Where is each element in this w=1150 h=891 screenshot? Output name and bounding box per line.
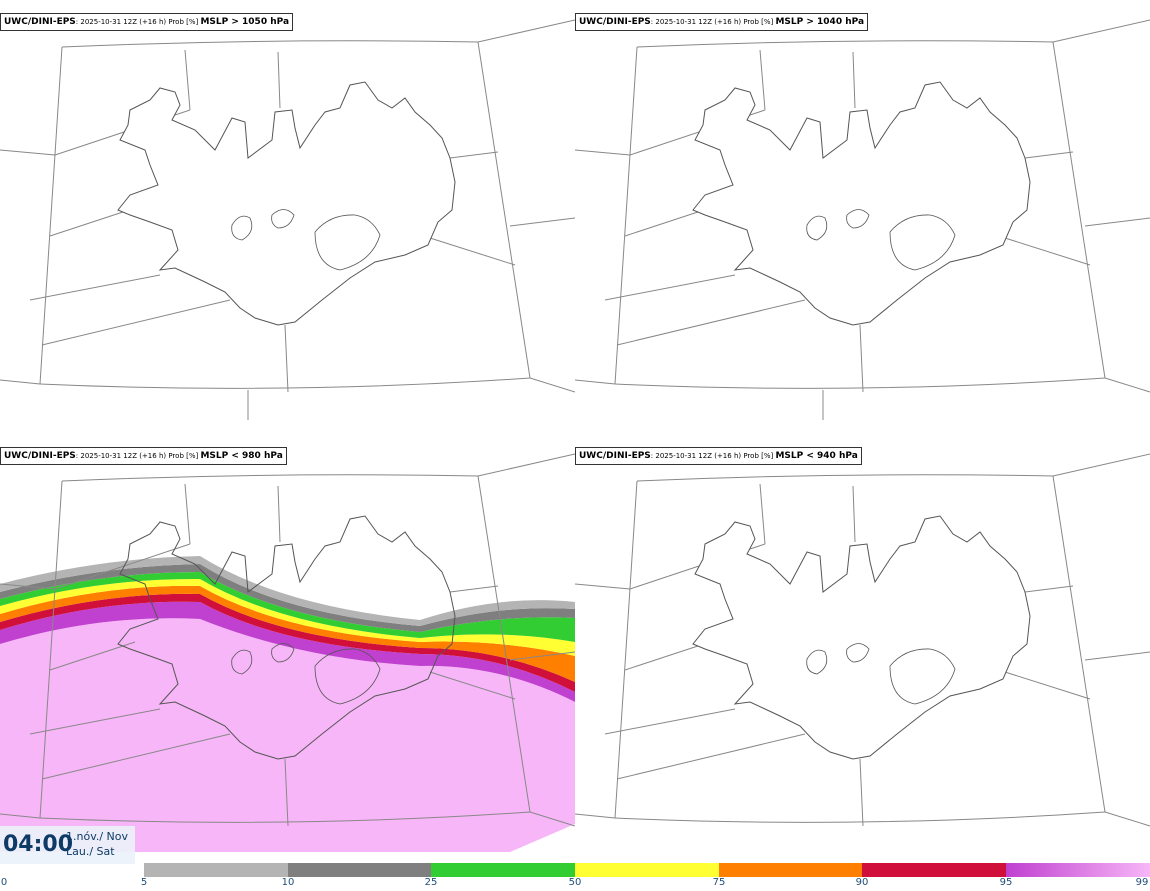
valid-date: 1.nóv./ Nov: [66, 830, 129, 843]
threshold-label: MSLP < 980 hPa: [200, 451, 283, 461]
panel-title: UWC/DINI-EPS: 2025-10-31 12Z (+16 h) Pro…: [575, 447, 862, 465]
prob-band-25: [0, 572, 575, 642]
model-name: UWC/DINI-EPS: [579, 17, 651, 27]
legend-band-90-95: [862, 863, 1006, 877]
valid-time-box: 04:00 1.nóv./ Nov Lau./ Sat: [0, 826, 135, 864]
iceland-map: [575, 19, 1150, 420]
model-name: UWC/DINI-EPS: [4, 451, 76, 461]
threshold-label: MSLP > 1050 hPa: [200, 17, 290, 27]
legend-band-75-90: [719, 863, 862, 877]
legend-band-10-25: [288, 863, 431, 877]
iceland-map-probability: [0, 453, 575, 852]
threshold-label: MSLP < 940 hPa: [775, 451, 858, 461]
threshold-label: MSLP > 1040 hPa: [775, 17, 865, 27]
run-info: : 2025-10-31 12Z (+16 h) Prob [%]: [650, 18, 776, 26]
map-panel-1050: UWC/DINI-EPS: 2025-10-31 12Z (+16 h) Pro…: [0, 0, 575, 432]
legend-tick: 0: [0, 877, 8, 888]
legend-band-25-50: [431, 863, 575, 877]
panel-title: UWC/DINI-EPS: 2025-10-31 12Z (+16 h) Pro…: [0, 447, 287, 465]
probability-legend: 0 5 10 25 50 75 90 95 99: [0, 862, 1150, 891]
prob-band-99: [0, 618, 575, 852]
panel-title: UWC/DINI-EPS: 2025-10-31 12Z (+16 h) Pro…: [575, 13, 869, 31]
panel-title: UWC/DINI-EPS: 2025-10-31 12Z (+16 h) Pro…: [0, 13, 294, 31]
run-info: : 2025-10-31 12Z (+16 h) Prob [%]: [650, 452, 776, 460]
map-panel-980: UWC/DINI-EPS: 2025-10-31 12Z (+16 h) Pro…: [0, 434, 575, 866]
map-panel-940: UWC/DINI-EPS: 2025-10-31 12Z (+16 h) Pro…: [575, 434, 1150, 866]
legend-tick: 90: [855, 877, 869, 888]
map-panel-1040: UWC/DINI-EPS: 2025-10-31 12Z (+16 h) Pro…: [575, 0, 1150, 432]
legend-tick: 95: [999, 877, 1013, 888]
legend-tick: 50: [568, 877, 582, 888]
valid-time-clock: 04:00: [3, 832, 74, 857]
run-info: : 2025-10-31 12Z (+16 h) Prob [%]: [75, 452, 201, 460]
model-name: UWC/DINI-EPS: [579, 451, 651, 461]
legend-band-50-75: [575, 863, 719, 877]
legend-tick: 25: [424, 877, 438, 888]
prob-band-50: [0, 578, 575, 656]
legend-band-95-99: [1006, 863, 1150, 877]
iceland-map: [0, 19, 575, 420]
iceland-map: [575, 453, 1150, 827]
legend-tick: 99: [1135, 877, 1149, 888]
model-name: UWC/DINI-EPS: [4, 17, 76, 27]
legend-tick: 75: [712, 877, 726, 888]
legend-tick: 10: [281, 877, 295, 888]
legend-tick: 5: [140, 877, 148, 888]
run-info: : 2025-10-31 12Z (+16 h) Prob [%]: [75, 18, 201, 26]
legend-band-5-10: [144, 863, 288, 877]
valid-day: Lau./ Sat: [66, 845, 115, 858]
